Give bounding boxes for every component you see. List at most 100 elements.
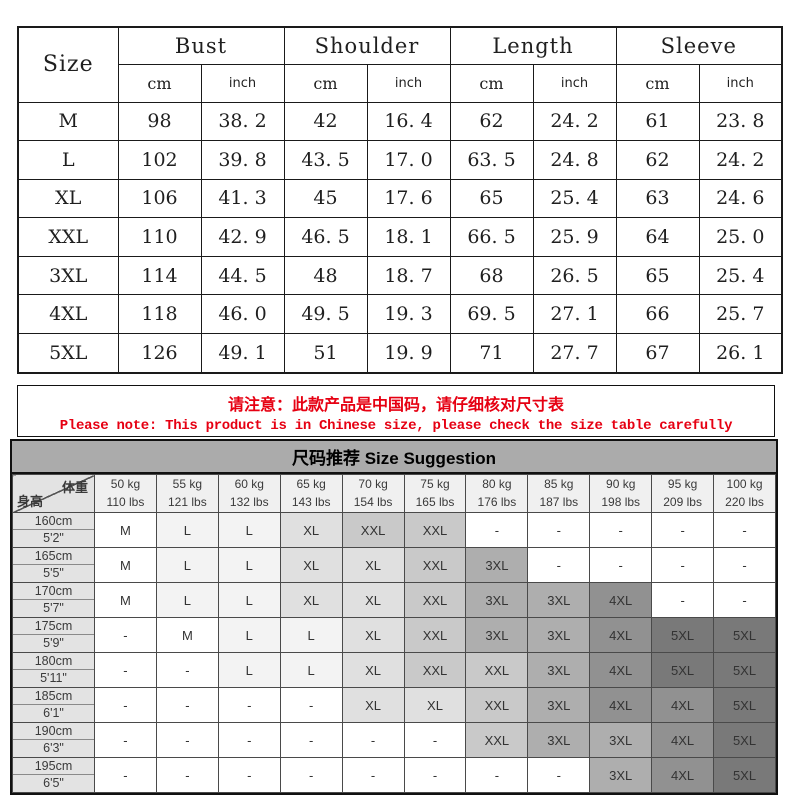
size-label: 5XL: [17, 333, 119, 374]
size-label: 3XL: [17, 255, 119, 296]
suggested-size-cell: L: [155, 512, 219, 548]
no-size-cell: -: [465, 757, 529, 793]
height-row-header: 190cm 6'3": [12, 722, 95, 758]
height-ft-label: 6'5": [43, 776, 64, 790]
unit-inch-header: inch: [532, 63, 617, 103]
measurement-value: 41. 3: [200, 178, 285, 219]
height-row-header: 160cm 5'2": [12, 512, 95, 548]
measurement-value: 17. 0: [366, 140, 451, 180]
weight-kg-label: 65 kg: [296, 477, 326, 492]
corner-weight-label: 体重: [61, 480, 88, 495]
suggested-size-cell: XXL: [403, 582, 467, 618]
suggested-size-cell: 4XL: [651, 722, 715, 758]
suggested-size-cell: 4XL: [589, 687, 653, 723]
measurement-value: 63. 5: [449, 140, 534, 180]
measurement-value: 48: [283, 255, 368, 296]
height-ft-label: 5'7": [43, 601, 64, 615]
suggested-size-cell: XL: [403, 687, 467, 723]
suggested-size-cell: XL: [279, 582, 343, 618]
no-size-cell: -: [279, 722, 343, 758]
height-ft-label: 6'1": [43, 706, 64, 720]
measurement-row: M 98 38. 2 42 16. 4 62 24. 2 61 23. 8: [17, 101, 783, 142]
measurement-value: 39. 8: [200, 140, 285, 180]
height-ft-label: 5'11": [40, 671, 67, 685]
measurement-value: 63: [615, 178, 700, 219]
measurement-value: 65: [449, 178, 534, 219]
suggestion-row: 195cm 6'5" - - - - - - - -3XL 4XL 5XL: [12, 757, 776, 793]
height-cm-label: 195cm: [13, 758, 94, 775]
measurement-value: 68: [449, 255, 534, 296]
suggested-size-cell: 5XL: [713, 757, 776, 793]
suggested-size-cell: M: [155, 617, 219, 653]
measure-group-header: Length: [449, 26, 617, 65]
measurement-value: 69. 5: [449, 294, 534, 335]
suggested-size-cell: 3XL: [527, 687, 591, 723]
weight-column-header: 85 kg 187 lbs: [527, 474, 591, 513]
suggested-size-cell: XL: [341, 687, 405, 723]
measurement-value: 62: [449, 101, 534, 142]
height-row-header: 180cm 5'11": [12, 652, 95, 688]
unit-inch-header: inch: [698, 63, 783, 103]
measurement-value: 114: [117, 255, 202, 296]
unit-inch-header: inch: [366, 63, 451, 103]
no-size-cell: -: [94, 617, 157, 653]
suggested-size-cell: XL: [279, 512, 343, 548]
weight-column-header: 90 kg 198 lbs: [589, 474, 653, 513]
measurement-value: 51: [283, 333, 368, 374]
measure-group-header: Shoulder: [283, 26, 451, 65]
suggestion-row: 190cm 6'3" - - - - - - XXL 3XL 3XL 4XL 5XL: [12, 722, 776, 758]
measurement-value: 67: [615, 333, 700, 374]
suggested-size-cell: XXL: [465, 652, 529, 688]
suggested-size-cell: XXL: [403, 652, 467, 688]
no-size-cell: -: [403, 757, 467, 793]
no-size-cell: -: [527, 512, 591, 548]
no-size-cell: -: [341, 757, 405, 793]
suggested-size-cell: XXL: [403, 617, 467, 653]
measurement-value: 25. 4: [532, 178, 617, 219]
weight-kg-label: 50 kg: [110, 477, 141, 492]
weight-lbs-label: 198 lbs: [601, 494, 641, 509]
measurement-row: XXL 110 42. 9 46. 5 18. 1 66. 5 25. 9 64 25. 0: [17, 217, 783, 257]
measurement-value: 46. 0: [200, 294, 285, 335]
suggested-size-cell: 5XL: [713, 617, 776, 653]
height-row-header: 175cm 5'9": [12, 617, 95, 653]
no-size-cell: -: [527, 757, 591, 793]
weight-lbs-label: 165 lbs: [415, 494, 455, 509]
suggested-size-cell: 4XL: [589, 617, 653, 653]
suggested-size-cell: XL: [341, 652, 405, 688]
height-cm-label: 170cm: [13, 583, 94, 600]
weight-column-header: 65 kg 143 lbs: [279, 474, 343, 513]
height-row-header: 195cm 6'5": [12, 757, 95, 793]
height-cm-label: 185cm: [13, 688, 94, 705]
suggested-size-cell: 3XL: [465, 547, 529, 583]
no-size-cell: -: [651, 582, 715, 618]
suggested-size-cell: 3XL: [527, 582, 591, 618]
weight-column-header: 60 kg 132 lbs: [217, 474, 281, 513]
measurement-value: 26. 1: [698, 333, 783, 374]
unit-cm-header: cm: [117, 63, 202, 103]
size-label: XL: [17, 178, 119, 219]
height-cm-label: 165cm: [13, 548, 94, 565]
measurement-value: 27. 1: [532, 294, 617, 335]
weight-kg-label: 60 kg: [234, 477, 264, 492]
suggestion-row: 165cm 5'5" M L L XL XL XXL 3XL - - - -: [12, 547, 776, 583]
weight-column-header: 70 kg 154 lbs: [341, 474, 405, 513]
measurement-value: 26. 5: [532, 255, 617, 296]
unit-cm-header: cm: [615, 63, 700, 103]
no-size-cell: -: [217, 722, 281, 758]
size-label: 4XL: [17, 294, 119, 335]
measurement-value: 71: [449, 333, 534, 374]
measurement-value: 61: [615, 101, 700, 142]
suggested-size-cell: 3XL: [527, 722, 591, 758]
weight-column-header: 75 kg 165 lbs: [403, 474, 467, 513]
no-size-cell: -: [94, 687, 157, 723]
measurement-value: 66: [615, 294, 700, 335]
no-size-cell: -: [651, 512, 715, 548]
measurement-value: 45: [283, 178, 368, 219]
measurement-value: 106: [117, 178, 202, 219]
suggested-size-cell: 3XL: [527, 652, 591, 688]
measurement-value: 42: [283, 101, 368, 142]
weight-lbs-label: 209 lbs: [663, 494, 702, 509]
measurement-value: 25. 7: [698, 294, 783, 335]
no-size-cell: -: [713, 582, 776, 618]
